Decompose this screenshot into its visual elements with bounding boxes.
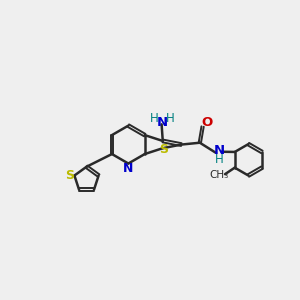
Text: S: S <box>159 143 168 156</box>
Text: O: O <box>202 116 213 129</box>
Text: S: S <box>65 169 74 182</box>
Text: H: H <box>150 112 159 125</box>
Text: N: N <box>157 116 168 129</box>
Text: CH₃: CH₃ <box>209 170 229 180</box>
Text: N: N <box>213 144 225 157</box>
Text: N: N <box>123 162 134 175</box>
Text: H: H <box>166 112 174 125</box>
Text: H: H <box>214 153 224 166</box>
